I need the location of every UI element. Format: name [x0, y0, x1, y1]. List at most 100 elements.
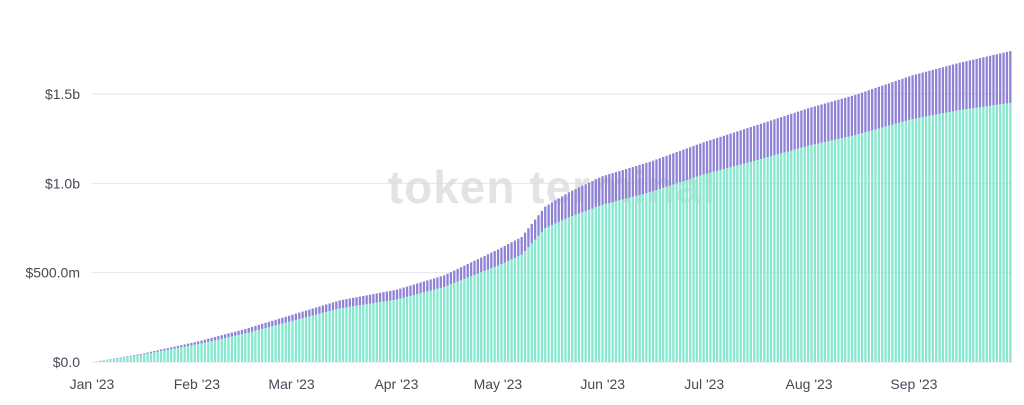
- x-tick-label: Aug '23: [786, 376, 833, 392]
- bar-segment-top: [601, 176, 604, 205]
- bar-segment-top: [955, 63, 958, 111]
- bar-segment-bottom: [328, 311, 331, 362]
- bar-segment-bottom: [240, 334, 244, 362]
- bar-segment-top: [190, 342, 193, 346]
- bar-segment-top: [510, 242, 513, 260]
- bar-segment-top: [439, 276, 442, 288]
- bar-segment-bottom: [648, 192, 651, 362]
- bar-segment-top: [264, 322, 267, 329]
- bars: [95, 51, 1012, 363]
- bar-segment-top: [234, 331, 237, 336]
- bar-segment-bottom: [109, 359, 112, 362]
- bar-segment-bottom: [500, 263, 503, 362]
- bar-segment-bottom: [170, 349, 173, 362]
- bar-segment-bottom: [1005, 103, 1009, 362]
- bar-segment-top: [244, 328, 247, 334]
- bar-segment-bottom: [291, 320, 294, 362]
- bar-segment-bottom: [372, 303, 375, 362]
- bar-segment-top: [490, 252, 493, 269]
- y-tick-label: $500.0m: [26, 265, 80, 281]
- bar-segment-top: [823, 103, 827, 142]
- bar-segment-bottom: [864, 132, 867, 362]
- bar-segment-top: [975, 58, 978, 108]
- bar-segment-top: [527, 228, 530, 248]
- bar-segment-top: [800, 110, 803, 148]
- bar-segment-top: [355, 297, 358, 306]
- bar-segment-bottom: [348, 306, 351, 362]
- x-tick-label: May '23: [474, 376, 523, 392]
- x-tick-label: Jan '23: [70, 376, 115, 392]
- bar-segment-top: [985, 56, 988, 107]
- bar-segment-bottom: [345, 307, 348, 362]
- bar-segment-bottom: [220, 338, 223, 362]
- bar-segment-bottom: [982, 106, 985, 363]
- bar-segment-bottom: [544, 228, 547, 362]
- bar-segment-bottom: [729, 167, 732, 362]
- bar-segment-top: [560, 196, 564, 221]
- bar-segment-bottom: [598, 206, 601, 362]
- bar-segment-bottom: [547, 226, 550, 362]
- bar-segment-top: [709, 140, 712, 173]
- bar-segment-bottom: [773, 155, 776, 362]
- bar-segment-bottom: [624, 198, 628, 362]
- bar-segment-bottom: [453, 282, 456, 362]
- bar-segment-top: [608, 174, 611, 203]
- bar-segment-top: [901, 78, 904, 122]
- bar-segment-bottom: [550, 224, 554, 362]
- bar-segment-bottom: [190, 345, 193, 362]
- bar-segment-bottom: [894, 123, 897, 363]
- bar-segment-top: [213, 336, 217, 341]
- bar-segment-top: [968, 60, 972, 109]
- bar-segment-top: [635, 165, 638, 196]
- bar-segment-bottom: [806, 145, 810, 362]
- bar-segment-top: [183, 344, 186, 347]
- bar-segment-top: [628, 168, 631, 198]
- bar-segment-top: [308, 309, 311, 317]
- bar-segment-top: [945, 66, 948, 113]
- bar-segment-top: [230, 332, 233, 337]
- bar-segment-bottom: [136, 355, 139, 362]
- bar-segment-bottom: [655, 190, 658, 362]
- bar-segment-bottom: [736, 165, 739, 362]
- bar-segment-top: [149, 351, 153, 353]
- bar-segment-bottom: [658, 188, 661, 362]
- bar-segment-bottom: [1009, 102, 1012, 363]
- bar-segment-bottom: [867, 131, 870, 362]
- bar-segment-top: [982, 57, 985, 107]
- bar-segment-bottom: [830, 140, 833, 362]
- x-tick-label: Sep '23: [890, 376, 937, 392]
- bar-segment-top: [247, 327, 250, 333]
- bar-segment-bottom: [554, 223, 557, 362]
- bar-segment-bottom: [682, 181, 685, 362]
- bar-segment-top: [611, 173, 614, 203]
- bar-segment-top: [517, 238, 520, 257]
- bar-segment-bottom: [490, 268, 493, 362]
- bar-segment-top: [402, 287, 405, 298]
- bar-segment-top: [311, 308, 314, 316]
- bar-segment-bottom: [143, 354, 146, 362]
- bar-segment-bottom: [796, 148, 800, 362]
- bar-segment-top: [207, 338, 210, 342]
- bar-segment-top: [365, 295, 368, 305]
- bar-segment-top: [412, 284, 415, 295]
- bar-segment-bottom: [753, 160, 756, 362]
- bar-segment-bottom: [783, 152, 786, 362]
- bar-segment-bottom: [931, 115, 934, 363]
- bar-segment-bottom: [395, 299, 399, 362]
- bar-segment-top: [719, 136, 722, 170]
- bar-segment-bottom: [513, 257, 517, 362]
- bar-segment-bottom: [149, 352, 153, 362]
- bar-segment-bottom: [399, 298, 402, 362]
- bar-segment-top: [951, 64, 955, 112]
- bar-segment-bottom: [210, 341, 213, 362]
- bar-segment-top: [894, 81, 897, 124]
- bar-segment-top: [550, 202, 554, 225]
- bar-segment-bottom: [274, 325, 277, 362]
- bar-segment-bottom: [837, 138, 840, 362]
- bar-segment-top: [651, 160, 655, 192]
- bar-segment-top: [385, 291, 389, 302]
- bar-segment-bottom: [769, 156, 773, 362]
- bar-segment-top: [368, 294, 372, 304]
- bar-segment-top: [803, 109, 806, 147]
